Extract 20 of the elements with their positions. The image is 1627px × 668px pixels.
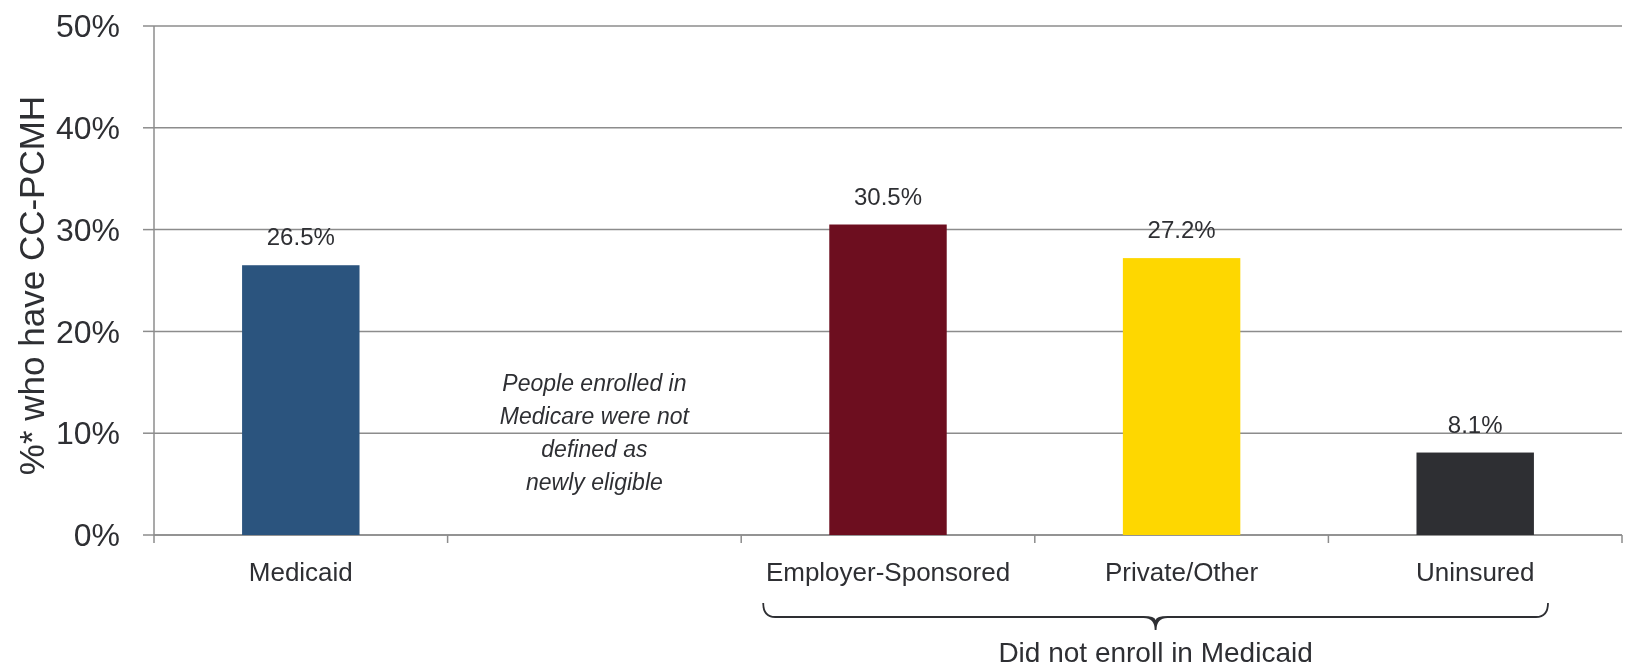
x-tick-label: Medicaid [248,557,353,587]
y-tick-label: 40% [55,110,120,146]
bar [1122,258,1241,535]
data-label: 8.1% [1447,410,1503,438]
data-label: 30.5% [853,182,923,210]
data-label: 26.5% [266,223,335,251]
y-tick-label: 20% [55,313,120,350]
x-tick-label: Uninsured [1415,557,1535,587]
y-axis-title: %* who have CC-PCMH [12,95,51,476]
y-tick-label: 50% [55,8,120,45]
y-tick-label: 10% [55,415,120,452]
bar [242,265,360,535]
x-tick-label: Private/Other [1105,557,1259,587]
x-tick-label: Employer-Sponsored [765,557,1011,587]
bar [829,224,947,535]
y-tick-label: 30% [55,211,120,248]
y-tick-label: 0% [73,517,120,554]
bar [1416,452,1534,535]
annotation: People enrolled in Medicare were not defined as newly eligible [499,369,691,495]
text: Did not enroll in Medicaid [998,637,1313,668]
